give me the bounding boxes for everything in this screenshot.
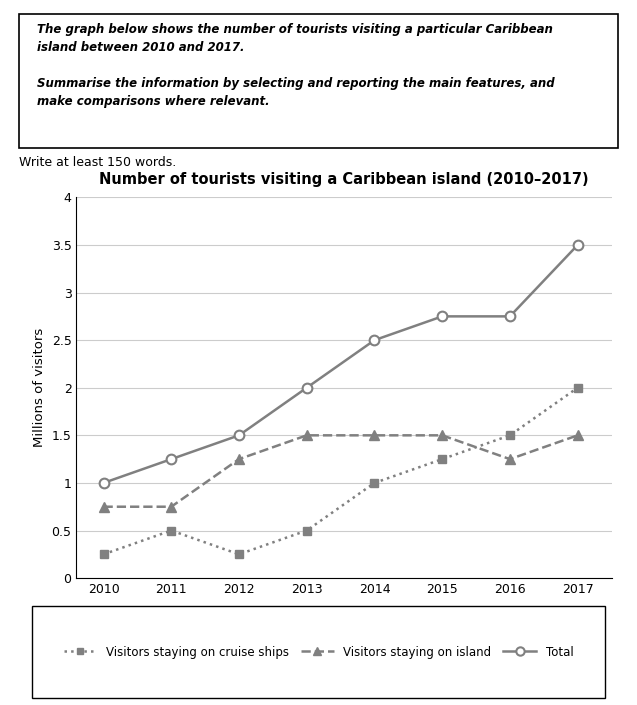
FancyBboxPatch shape — [19, 14, 618, 148]
Legend: Visitors staying on cruise ships, Visitors staying on island, Total: Visitors staying on cruise ships, Visito… — [54, 636, 583, 668]
Y-axis label: Millions of visitors: Millions of visitors — [33, 328, 46, 448]
Text: The graph below shows the number of tourists visiting a particular Caribbean
isl: The graph below shows the number of tour… — [37, 23, 555, 109]
Text: Write at least 150 words.: Write at least 150 words. — [19, 156, 176, 168]
FancyBboxPatch shape — [32, 606, 605, 698]
Title: Number of tourists visiting a Caribbean island (2010–2017): Number of tourists visiting a Caribbean … — [99, 171, 589, 187]
